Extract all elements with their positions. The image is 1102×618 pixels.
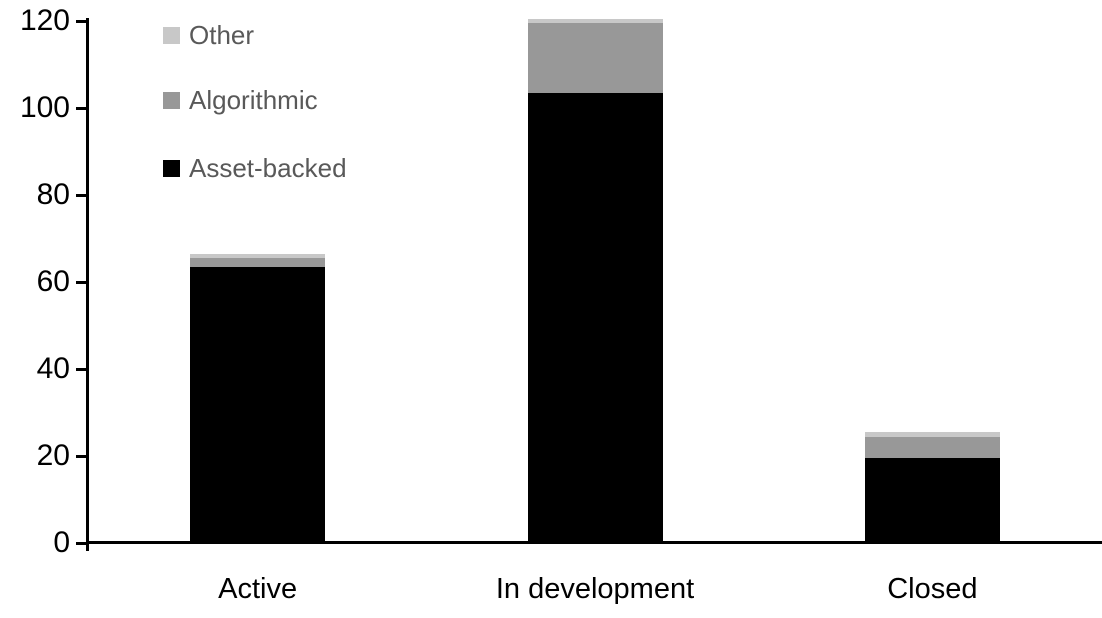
bar-segment-asset-backed <box>527 92 663 541</box>
bar-active <box>190 19 326 541</box>
legend-label-other: Other <box>189 19 255 50</box>
legend-item-other: Other <box>163 20 254 50</box>
bar-segment-asset-backed <box>864 458 1000 541</box>
legend-label-algorithmic: Algorithmic <box>189 84 318 115</box>
y-axis-tick <box>76 454 86 458</box>
bar-segment-asset-backed <box>190 266 326 541</box>
y-axis-tick-label: 40 <box>36 352 70 385</box>
bar-segment-algorithmic <box>527 23 663 93</box>
legend-label-asset-backed: Asset-backed <box>189 152 347 183</box>
y-axis-tick-label: 80 <box>36 178 70 211</box>
bar-closed <box>864 19 1000 541</box>
bar-in-development <box>527 19 663 541</box>
y-axis-tick-label: 100 <box>19 91 70 124</box>
x-axis-label-active: Active <box>218 573 298 605</box>
y-axis-tick <box>76 280 86 284</box>
bar-segment-algorithmic <box>864 436 1000 459</box>
x-axis-line <box>86 541 1102 544</box>
y-axis-tick <box>76 367 86 371</box>
y-axis-tick <box>76 193 86 197</box>
y-axis-tick-label: 20 <box>36 439 70 472</box>
bars-layer <box>89 19 1101 541</box>
y-axis-tick <box>76 19 86 23</box>
y-axis-tick-label: 60 <box>36 265 70 298</box>
x-axis-label-closed: Closed <box>887 573 978 605</box>
y-axis-tick <box>76 106 86 110</box>
bar-segment-other <box>864 432 1000 437</box>
legend-swatch-other-icon <box>163 26 180 44</box>
y-axis-line <box>86 18 89 544</box>
legend-swatch-algorithmic-icon <box>163 91 180 109</box>
bar-segment-other <box>190 253 326 259</box>
origin-tick <box>86 544 89 551</box>
y-axis-tick-label: 0 <box>53 526 70 559</box>
legend-item-asset-backed: Asset-backed <box>163 153 347 183</box>
y-axis-tick <box>76 541 86 545</box>
bar-segment-other <box>527 19 663 24</box>
y-axis-tick-label: 120 <box>19 4 70 37</box>
legend-swatch-asset-backed-icon <box>163 159 180 177</box>
x-axis-label-in-development: In development <box>495 573 695 605</box>
bar-segment-algorithmic <box>190 258 326 267</box>
legend-item-algorithmic: Algorithmic <box>163 85 318 115</box>
